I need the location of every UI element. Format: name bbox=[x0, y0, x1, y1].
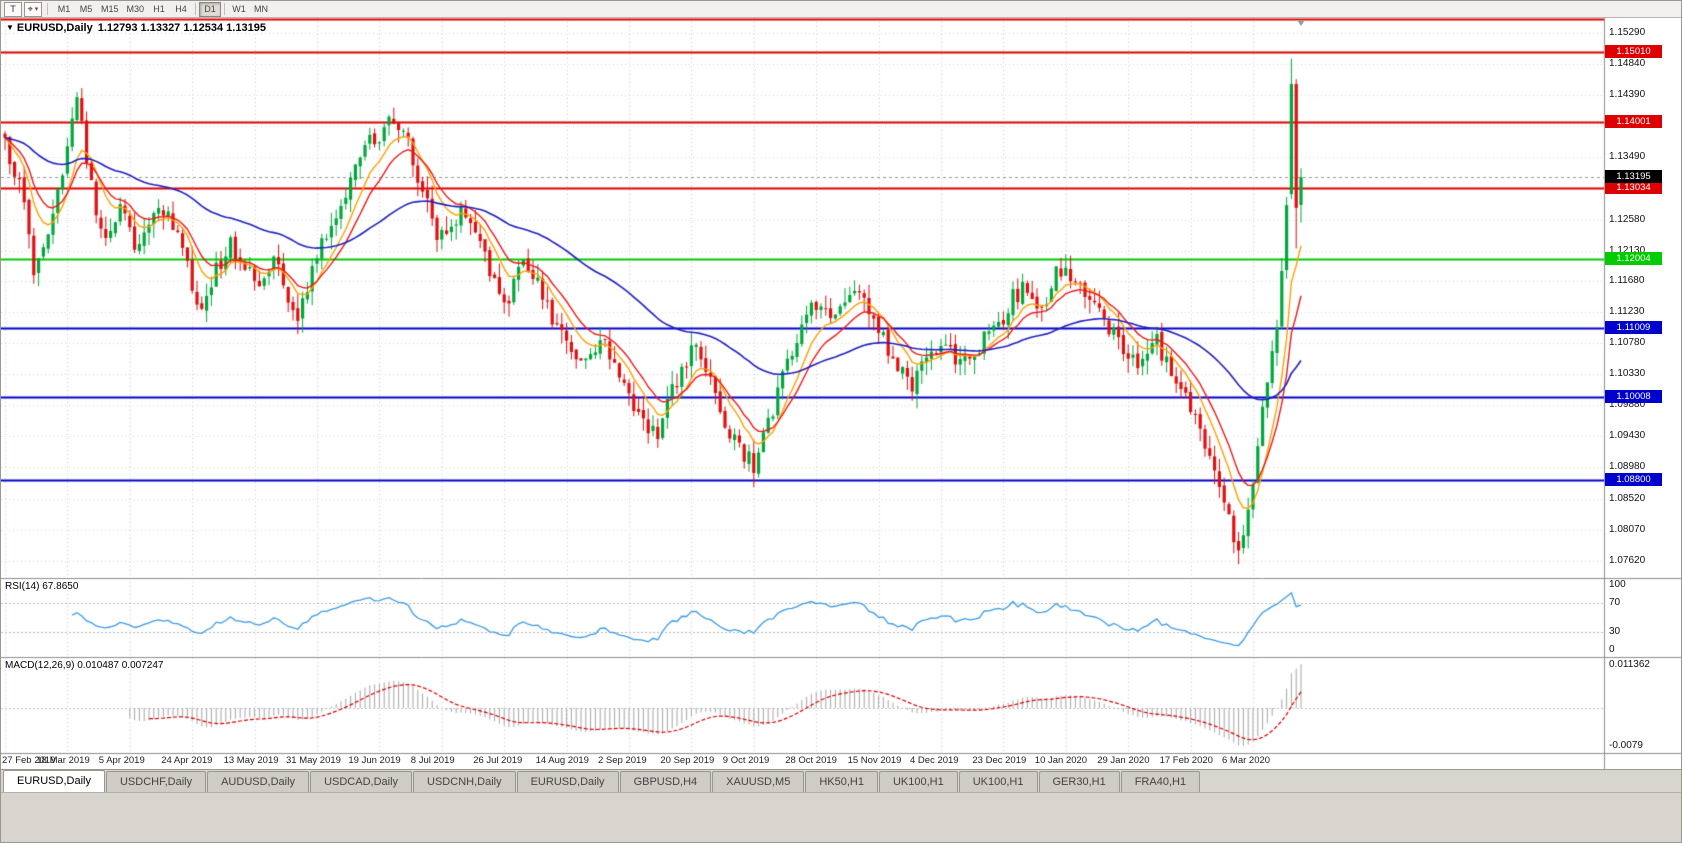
timeframe-button-m30[interactable]: M30 bbox=[123, 2, 149, 17]
toolbar-separator bbox=[195, 3, 197, 15]
chart-tab-0-eurusd-daily[interactable]: EURUSD,Daily bbox=[3, 770, 105, 792]
chart-tab-4-usdcnh-daily[interactable]: USDCNH,Daily bbox=[413, 771, 516, 792]
timeframe-button-m5[interactable]: M5 bbox=[75, 2, 97, 17]
chart-tab-7-xauusd-m5[interactable]: XAUUSD,M5 bbox=[712, 771, 805, 792]
toolbar-separator bbox=[224, 3, 226, 15]
macd-indicator-label: MACD(12,26,9) 0.010487 0.007247 bbox=[5, 660, 164, 671]
timeframe-button-h1[interactable]: H1 bbox=[148, 2, 170, 17]
toolbar-separator bbox=[47, 3, 48, 15]
chart-tab-8-hk50-h1[interactable]: HK50,H1 bbox=[805, 771, 878, 792]
chart-tab-1-usdchf-daily[interactable]: USDCHF,Daily bbox=[105, 771, 207, 792]
chart-shift-marker[interactable] bbox=[1297, 20, 1305, 26]
chart-tabbar: EURUSD,Daily USDCHF,Daily AUDUSD,Daily USDC… bbox=[1, 769, 1681, 792]
chart-tab-10-uk100-h1[interactable]: UK100,H1 bbox=[958, 771, 1038, 792]
chart-tab-5-eurusd-daily[interactable]: EURUSD,Daily bbox=[516, 771, 619, 792]
timeframe-button-mn[interactable]: MN bbox=[250, 2, 272, 17]
chart-symbol-period: EURUSD,Daily bbox=[16, 22, 93, 34]
chart-ohlc-values: 1.12793 1.13327 1.12534 1.13195 bbox=[97, 22, 266, 34]
timeframe-button-m15[interactable]: M15 bbox=[97, 2, 123, 17]
cursor-tool-button[interactable]: ⌖ ▾ bbox=[24, 1, 42, 17]
crosshair-icon: ⌖ bbox=[27, 3, 33, 14]
timeframe-toolbar: T ⌖ ▾ M1 M5 M15 M30 H1 H4 D1 W1 MN bbox=[1, 1, 1681, 18]
chart-tab-11-ger30-h1[interactable]: GER30,H1 bbox=[1038, 771, 1120, 792]
chart-tab-9-uk100-h1[interactable]: UK100,H1 bbox=[878, 771, 958, 792]
dropdown-caret-icon: ▾ bbox=[34, 6, 39, 13]
timeframe-button-d1[interactable]: D1 bbox=[199, 1, 222, 17]
timeframe-button-m1[interactable]: M1 bbox=[53, 2, 75, 17]
rsi-indicator-label: RSI(14) 67.8650 bbox=[5, 581, 79, 592]
chart-tab-2-audusd-daily[interactable]: AUDUSD,Daily bbox=[207, 771, 310, 792]
status-strip bbox=[1, 792, 1681, 842]
chart-tab-12-fra40-h1[interactable]: FRA40,H1 bbox=[1120, 771, 1201, 792]
timeframe-button-h4[interactable]: H4 bbox=[170, 2, 192, 17]
chart-title: ▼ EURUSD,Daily 1.12793 1.13327 1.12534 1.1… bbox=[6, 22, 266, 34]
chart-template-button[interactable]: T bbox=[4, 1, 22, 17]
chart-menu-icon: ▼ bbox=[6, 23, 14, 32]
timeframe-button-group: M1 M5 M15 M30 H1 H4 D1 W1 MN bbox=[53, 1, 272, 17]
chart-tab-6-gbpusd-h4[interactable]: GBPUSD,H4 bbox=[619, 771, 712, 792]
timeframe-button-w1[interactable]: W1 bbox=[228, 2, 250, 17]
chart-tab-3-usdcad-daily[interactable]: USDCAD,Daily bbox=[310, 771, 413, 792]
